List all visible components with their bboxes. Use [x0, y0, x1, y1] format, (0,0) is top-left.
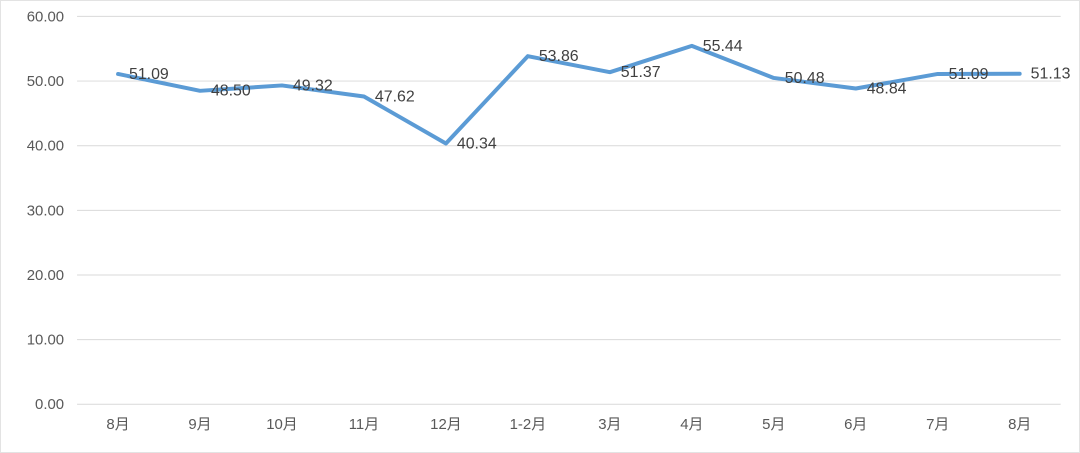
y-axis-tick-label: 10.00 — [27, 332, 64, 349]
data-point-label: 47.62 — [375, 88, 415, 105]
data-point-label: 48.84 — [867, 81, 907, 98]
data-point-label: 51.09 — [129, 66, 169, 83]
x-axis-tick-label: 11月 — [349, 416, 379, 433]
y-axis-tick-label: 20.00 — [27, 267, 64, 284]
x-axis-tick-label: 1-2月 — [510, 416, 547, 433]
data-point-label: 48.50 — [211, 83, 251, 100]
x-axis-tick-label: 8月 — [106, 416, 129, 433]
x-axis-tick-label: 9月 — [188, 416, 211, 433]
x-axis-tick-label: 3月 — [598, 416, 621, 433]
x-axis-tick-label: 7月 — [926, 416, 949, 433]
y-axis-tick-label: 60.00 — [27, 8, 64, 25]
x-axis-tick-label: 6月 — [844, 416, 867, 433]
data-point-label: 51.13 — [1031, 66, 1071, 83]
x-axis-tick-label: 8月 — [1008, 416, 1031, 433]
x-axis-tick-label: 4月 — [680, 416, 703, 433]
data-point-label: 51.09 — [949, 66, 989, 83]
y-axis-tick-label: 0.00 — [35, 396, 64, 413]
x-axis-tick-label: 10月 — [266, 416, 298, 433]
data-point-label: 49.32 — [293, 77, 333, 94]
y-axis-tick-label: 50.00 — [27, 73, 64, 90]
x-axis-tick-label: 5月 — [762, 416, 785, 433]
data-point-label: 40.34 — [457, 135, 497, 152]
y-axis-tick-label: 30.00 — [27, 202, 64, 219]
data-point-label: 50.48 — [785, 70, 825, 87]
x-axis-tick-label: 12月 — [430, 416, 462, 433]
data-point-label: 53.86 — [539, 48, 579, 65]
y-axis-tick-label: 40.00 — [27, 138, 64, 155]
data-point-label: 55.44 — [703, 38, 743, 55]
data-series-line — [116, 43, 1022, 146]
data-point-label: 51.37 — [621, 64, 661, 81]
